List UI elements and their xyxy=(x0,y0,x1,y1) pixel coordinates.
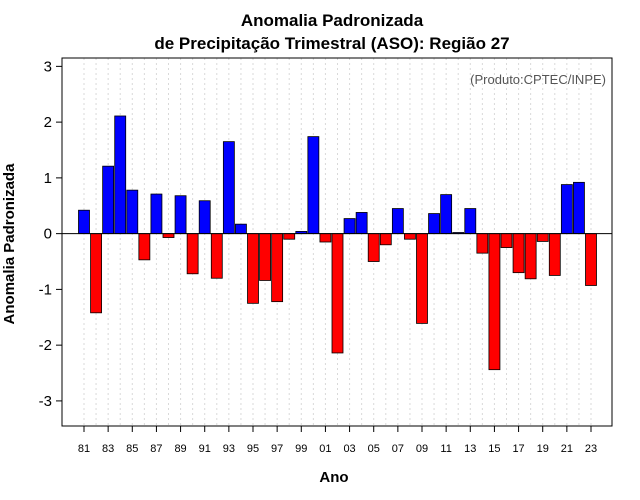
bar-1992 xyxy=(210,233,223,279)
bar-1989 xyxy=(174,195,187,235)
bar-1986 xyxy=(138,233,151,261)
x-tick-label-11: 11 xyxy=(440,443,451,455)
bar-1996 xyxy=(259,233,271,281)
bar-1987 xyxy=(150,193,163,235)
x-tick-label-07: 07 xyxy=(392,443,404,455)
y-tick-label-2: 2 xyxy=(44,114,52,131)
bar-2007 xyxy=(391,208,404,235)
chart-title: Anomalia Padronizada xyxy=(241,11,424,30)
x-tick-label-87: 87 xyxy=(150,443,162,455)
y-tick-label-1: 1 xyxy=(44,170,52,187)
bar-2011 xyxy=(440,194,453,235)
bar-2016 xyxy=(500,233,513,248)
x-tick-label-09: 09 xyxy=(416,443,428,455)
x-tick-label-99: 99 xyxy=(295,443,307,455)
credit-label: (Produto:CPTEC/INPE) xyxy=(470,72,606,87)
bar-2021 xyxy=(560,184,573,235)
bar-1988 xyxy=(162,233,175,238)
x-tick-label-03: 03 xyxy=(343,443,355,455)
bar-2006 xyxy=(379,233,392,246)
x-tick-label-93: 93 xyxy=(223,443,235,455)
bar-1991 xyxy=(198,200,211,235)
bar-2017 xyxy=(512,233,525,274)
bar-2003 xyxy=(343,218,356,235)
bar-2000 xyxy=(307,136,320,235)
bar-2023 xyxy=(585,233,597,286)
bar-1994 xyxy=(235,223,247,235)
bar-1998 xyxy=(283,233,296,240)
x-axis: 81 83 85 87 89 91 93 95 97 99 01 03 05 07 09 11 13 15 17 19… xyxy=(78,426,597,455)
bar-1997 xyxy=(271,233,284,303)
x-tick-label-23: 23 xyxy=(585,443,597,455)
x-tick-label-97: 97 xyxy=(271,443,283,455)
bar-2010 xyxy=(428,213,440,235)
bar-2018 xyxy=(524,233,537,280)
x-tick-label-19: 19 xyxy=(537,443,549,455)
bar-2004 xyxy=(355,212,368,235)
bar-2019 xyxy=(536,233,549,242)
y-tick-label--2: -2 xyxy=(39,337,52,354)
x-tick-label-85: 85 xyxy=(126,443,138,455)
x-tick-label-15: 15 xyxy=(488,443,500,455)
bar-1982 xyxy=(90,233,102,314)
plot-frame xyxy=(61,57,613,427)
x-axis-title: Ano xyxy=(319,469,348,486)
bar-2014 xyxy=(476,233,489,254)
bar-1985 xyxy=(126,189,139,235)
x-tick-label-17: 17 xyxy=(512,443,524,455)
x-tick-label-91: 91 xyxy=(199,443,211,455)
bar-1981 xyxy=(78,209,90,235)
bar-2013 xyxy=(464,208,477,235)
bar-1995 xyxy=(247,233,259,304)
y-tick-label-0: 0 xyxy=(44,226,52,243)
x-tick-label-89: 89 xyxy=(174,443,186,455)
bar-2020 xyxy=(548,233,561,276)
x-tick-label-95: 95 xyxy=(247,443,259,455)
x-tick-label-83: 83 xyxy=(102,443,114,455)
y-tick-label--3: -3 xyxy=(39,393,52,410)
bar-1990 xyxy=(186,233,199,275)
grid xyxy=(83,58,592,426)
bar-2009 xyxy=(416,233,428,324)
x-tick-label-01: 01 xyxy=(319,443,331,455)
y-tick-label-3: 3 xyxy=(44,58,52,75)
bar-1983 xyxy=(102,165,115,235)
bar-2001 xyxy=(319,233,332,243)
bar-2008 xyxy=(404,233,416,240)
bar-2002 xyxy=(331,233,344,354)
bar-1993 xyxy=(222,141,235,235)
y-axis-title: Anomalia Padronizada xyxy=(1,163,18,325)
bars xyxy=(78,115,597,371)
bar-2015 xyxy=(488,233,501,371)
y-axis: -3 -2 -1 0 1 2 3 xyxy=(39,58,62,410)
bar-1984 xyxy=(114,115,127,235)
chart-subtitle: de Precipitação Trimestral (ASO): Região… xyxy=(154,34,509,53)
x-tick-label-13: 13 xyxy=(464,443,476,455)
y-tick-label--1: -1 xyxy=(39,281,52,298)
bar-2005 xyxy=(367,233,380,262)
x-tick-label-81: 81 xyxy=(78,443,90,455)
x-tick-label-21: 21 xyxy=(561,443,573,455)
x-tick-label-05: 05 xyxy=(368,443,380,455)
bar-2022 xyxy=(573,181,585,235)
